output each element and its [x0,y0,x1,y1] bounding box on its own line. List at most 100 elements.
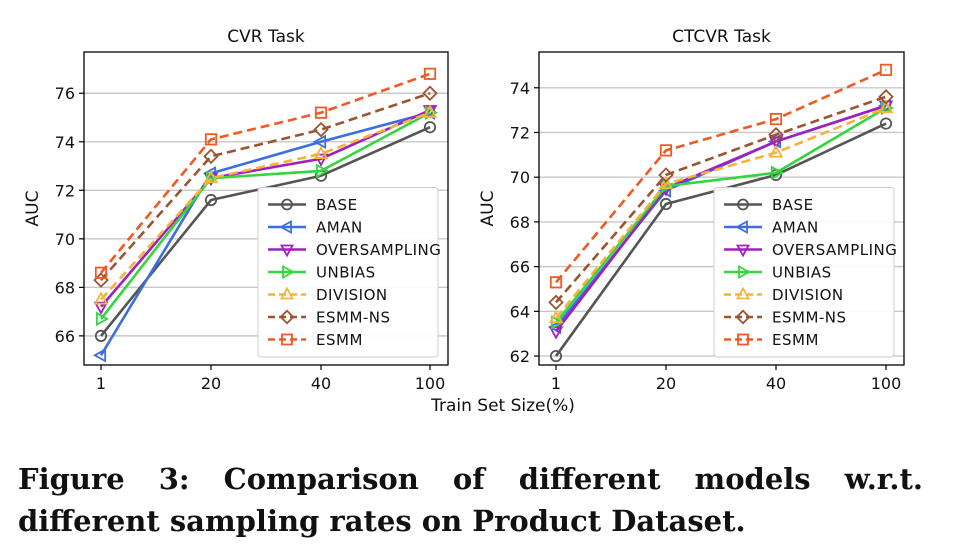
legend-box [713,187,895,358]
legend-label: DIVISION [316,286,388,304]
data-point [312,134,327,150]
legend-label: ESMM [316,331,363,349]
y-tick-label: 64 [510,302,530,321]
x-tick-label: 20 [201,374,221,393]
legend-marker [281,333,293,346]
legend-marker [735,309,751,325]
data-point [313,153,329,167]
x-axis-label: Train Set Size(%) [430,396,575,416]
data-point [422,85,438,102]
chart-title: CTCVR Task [672,27,771,47]
data-point [549,276,563,289]
legend-label: ESMM-NS [316,309,391,327]
plot-frame [538,51,905,366]
legend-label: AMAN [772,219,819,237]
series-line [555,95,887,304]
legend-marker [735,244,751,258]
legend-label: OVERSAMPLING [316,241,441,259]
series-line [554,106,887,324]
y-tick-label: 72 [510,123,530,142]
data-point [549,349,563,363]
legend-box [257,187,439,358]
legend-label: UNBIAS [316,264,376,282]
data-point [548,294,564,311]
series-division [548,99,894,324]
legend-label: BASE [316,196,358,214]
data-point [659,144,673,157]
data-point [314,106,328,119]
legend-marker [737,333,749,346]
series-esmm [94,67,437,279]
data-point [423,67,437,80]
data-point [315,163,330,179]
y-tick-label: 74 [55,133,75,152]
legend-marker [281,198,293,211]
y-tick-label: 70 [55,230,75,249]
chart-title: CVR Task [227,27,305,47]
x-tick-label: 40 [311,374,331,393]
data-point [423,121,437,134]
series-line [554,104,887,333]
data-point [878,99,894,113]
data-point [204,133,218,146]
x-tick-label: 100 [415,374,446,393]
series-line [99,72,431,274]
data-point [658,167,674,183]
legend-marker [738,264,751,280]
data-point [659,197,673,211]
y-tick-label: 66 [510,258,530,277]
data-point [93,291,109,305]
chart-2: 62 64 66 68 70 72 74 1 20 40 100 CTCVR Task AUC BASE A… [478,27,905,393]
data-point [94,329,108,342]
series-line [100,92,431,281]
data-point [313,121,329,138]
data-point [768,136,784,150]
series-line [100,109,431,308]
data-point [879,63,893,76]
legend: BASE AMAN OVERSAMPLING UNBIAS DIVISION ESMM-N… [257,187,441,358]
x-tick-label: 100 [871,374,902,393]
legend-label: BASE [772,196,814,214]
x-tick-label: 20 [656,374,676,393]
y-tick-label: 76 [55,84,75,103]
x-tick-label: 1 [96,374,106,393]
legend-label: DIVISION [772,286,844,304]
legend-label: ESMM-NS [772,309,847,327]
series-esmm [549,63,893,289]
legend-label: AMAN [316,219,363,237]
data-point [769,112,783,126]
legend-marker [279,286,295,300]
y-tick-label: 68 [510,213,530,232]
legend-label: OVERSAMPLING [772,241,897,259]
figure-caption: Figure 3: Comparison of different models… [18,462,923,538]
legend-marker [282,264,295,280]
data-point [768,144,784,158]
series-line [99,111,431,320]
data-point [879,117,893,130]
series-line [554,106,887,319]
data-point [203,148,219,165]
charts-canvas: 66 68 70 72 74 76 1 20 40 100 CVR Task AUC BASE AMAN O… [23,27,905,416]
data-point [94,266,108,279]
legend: BASE AMAN OVERSAMPLING UNBIAS DIVISION ESMM-N… [713,187,897,358]
data-point [95,311,110,327]
series-line [99,111,431,356]
legend-marker [735,286,751,300]
data-point [203,170,219,184]
legend-label: ESMM [772,331,819,349]
y-tick-label: 70 [510,168,530,187]
data-point [768,126,784,143]
legend-label: UNBIAS [772,264,832,282]
data-point [658,175,674,189]
series-line [555,68,887,284]
data-point [204,193,218,207]
legend-marker [279,219,292,235]
chart-1: 66 68 70 72 74 76 1 20 40 100 CVR Task AUC BASE AMAN O… [23,27,449,393]
legend-marker [279,309,295,325]
legend-marker [735,219,748,235]
legend-marker [737,198,749,211]
data-point [548,326,564,340]
y-axis-label: AUC [478,191,498,227]
y-axis-label: AUC [23,191,43,227]
data-point [422,104,438,118]
